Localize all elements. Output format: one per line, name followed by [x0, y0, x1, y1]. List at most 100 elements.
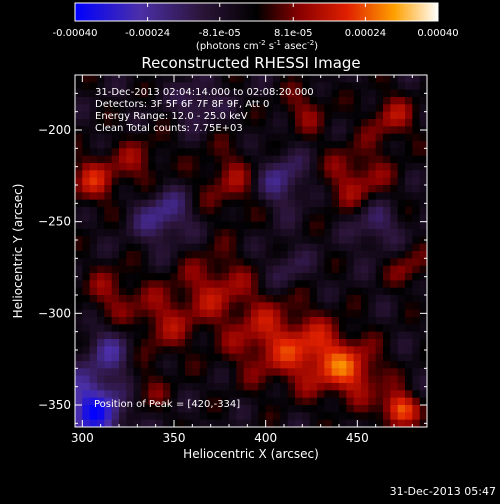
heatmap-cell [397, 251, 406, 259]
heatmap-cell [383, 287, 391, 296]
heatmap-cell [75, 390, 83, 399]
heatmap-cell [221, 361, 230, 369]
heatmap-cell [258, 148, 267, 157]
heatmap-cell [339, 339, 347, 347]
heatmap-cell [126, 141, 135, 149]
heatmap-cell [192, 287, 201, 296]
heatmap-cell [89, 346, 98, 355]
heatmap-cell [324, 339, 333, 347]
heatmap-cell [82, 221, 91, 230]
heatmap-cell [133, 324, 142, 333]
heatmap-cell [412, 155, 421, 164]
heatmap-cell [214, 317, 223, 325]
heatmap-cell [119, 199, 127, 208]
heatmap-cell [185, 353, 193, 362]
heatmap-cell [419, 368, 427, 377]
heatmap-cell [412, 375, 421, 384]
heatmap-cell [104, 251, 113, 259]
heatmap-cell [207, 412, 215, 421]
heatmap-cell [302, 265, 311, 274]
heatmap-cell [229, 221, 237, 230]
heatmap-cell [273, 126, 281, 135]
heatmap-cell [89, 221, 98, 230]
heatmap-cell [324, 346, 333, 355]
heatmap-cell [119, 155, 127, 164]
colorbar-tick-label: 0.00040 [417, 28, 458, 39]
heatmap-cell [89, 111, 98, 120]
heatmap-cell [82, 155, 91, 164]
heatmap-cell [97, 390, 105, 399]
heatmap-cell [111, 141, 120, 149]
heatmap-cell [133, 412, 142, 421]
heatmap-cell [148, 177, 157, 186]
heatmap-cell [405, 126, 413, 135]
heatmap-cell [361, 251, 369, 259]
heatmap-cell [287, 375, 296, 384]
heatmap-cell [397, 97, 406, 105]
heatmap-cell [82, 141, 91, 149]
heatmap-cell [221, 163, 230, 171]
heatmap-cell [75, 199, 83, 208]
heatmap-cell [236, 324, 245, 333]
heatmap-cell [295, 405, 303, 413]
heatmap-cell [185, 405, 193, 413]
heatmap-cell [141, 258, 149, 267]
heatmap-cell [75, 324, 83, 333]
heatmap-cell [207, 148, 215, 157]
heatmap-cell [155, 405, 164, 413]
heatmap-cell [229, 390, 237, 399]
heatmap-cell [185, 214, 193, 223]
heatmap-cell [302, 280, 311, 289]
heatmap-cell [273, 302, 281, 311]
heatmap-cell [251, 104, 259, 113]
heatmap-cell [221, 214, 230, 223]
heatmap-cell [258, 375, 267, 384]
heatmap-cell [133, 368, 142, 377]
heatmap-cell [221, 419, 230, 427]
heatmap-cell [111, 346, 120, 355]
heatmap-cell [258, 353, 267, 362]
heatmap-cell [280, 280, 289, 289]
heatmap-cell [133, 251, 142, 259]
heatmap-cell [221, 302, 230, 311]
heatmap-cell [236, 287, 245, 296]
heatmap-cell [155, 82, 164, 91]
heatmap-cell [295, 163, 303, 171]
heatmap-cell [324, 185, 333, 193]
heatmap-cell [192, 170, 201, 179]
heatmap-cell [265, 280, 274, 289]
heatmap-cell [405, 258, 413, 267]
heatmap-cell [390, 141, 399, 149]
heatmap-cell [339, 177, 347, 186]
heatmap-cell [412, 353, 421, 362]
heatmap-cell [155, 346, 164, 355]
heatmap-cell [331, 258, 340, 267]
heatmap-cell [412, 331, 421, 340]
heatmap-cell [148, 199, 157, 208]
heatmap-cell [324, 214, 333, 223]
heatmap-cell [309, 170, 318, 179]
heatmap-cell [317, 346, 325, 355]
heatmap-cell [383, 199, 391, 208]
heatmap-cell [133, 163, 142, 171]
heatmap-cell [126, 375, 135, 384]
heatmap-cell [148, 229, 157, 237]
heatmap-cell [214, 265, 223, 274]
heatmap-cell [177, 192, 186, 201]
heatmap-cell [309, 177, 318, 186]
heatmap-cell [368, 119, 377, 127]
heatmap-cell [390, 383, 399, 391]
heatmap-cell [163, 419, 171, 427]
heatmap-cell [390, 229, 399, 237]
heatmap-cell [251, 141, 259, 149]
heatmap-cell [236, 302, 245, 311]
heatmap-cell [119, 207, 127, 215]
heatmap-cell [221, 177, 230, 186]
heatmap-cell [185, 346, 193, 355]
heatmap-cell [97, 280, 105, 289]
heatmap-cell [199, 368, 208, 377]
heatmap-cell [405, 82, 413, 91]
heatmap-cell [199, 258, 208, 267]
heatmap-cell [251, 295, 259, 303]
heatmap-cell [265, 199, 274, 208]
